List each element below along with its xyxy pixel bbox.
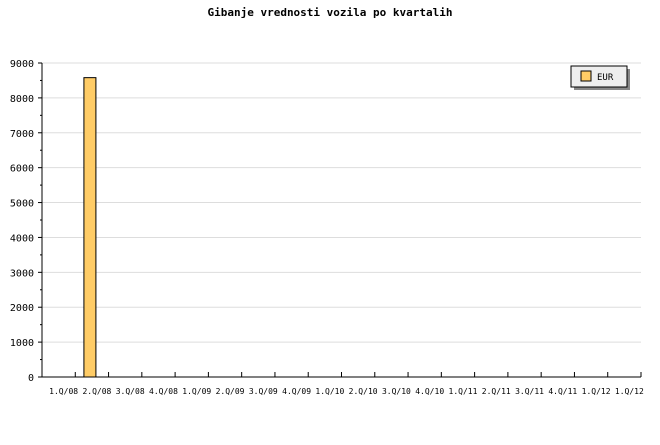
x-tick-label: 1.Q/09 [182, 387, 211, 396]
x-tick-label: 4.Q/11 [548, 387, 577, 396]
x-tick-label: 2.Q/11 [482, 387, 511, 396]
legend-label: EUR [597, 73, 614, 83]
bars [83, 77, 97, 378]
y-tick-label: 0 [28, 373, 34, 384]
bar-2.Q/08 [83, 77, 97, 378]
chart-title: Gibanje vrednosti vozila po kvartalih [207, 6, 452, 19]
y-tick-label: 6000 [10, 164, 34, 175]
x-tick-label: 3.Q/08 [116, 387, 145, 396]
x-tick-label: 3.Q/11 [515, 387, 544, 396]
y-tick-label: 7000 [10, 129, 34, 140]
x-tick-label: 1.Q/10 [315, 387, 344, 396]
x-tick-label: 2.Q/10 [349, 387, 378, 396]
legend-swatch [580, 70, 592, 82]
x-tick-label: 3.Q/10 [382, 387, 411, 396]
x-tick-label: 4.Q/08 [149, 387, 178, 396]
x-tick-label: 2.Q/08 [82, 387, 111, 396]
axes: 0 1000 2000 3000 4000 5000 6000 7000 8000 9000 1.Q… [10, 59, 644, 396]
x-tick-label: 1.Q/08 [49, 387, 78, 396]
x-tick-label: 4.Q/09 [282, 387, 311, 396]
y-tick-label: 5000 [10, 199, 34, 210]
x-tick-label: 1.Q/11 [449, 387, 478, 396]
y-tick-label: 1000 [10, 338, 34, 349]
y-tick-label: 2000 [10, 303, 34, 314]
y-tick-label: 3000 [10, 268, 34, 279]
y-tick-label: 4000 [10, 233, 34, 244]
x-tick-label: 1.Q/12 [615, 387, 644, 396]
legend: EUR [570, 65, 630, 90]
x-tick-label: 2.Q/09 [216, 387, 245, 396]
x-tick-label: 4.Q/10 [415, 387, 444, 396]
x-tick-label: 1.Q/12 [582, 387, 611, 396]
y-tick-label: 8000 [10, 94, 34, 105]
x-tick-label: 3.Q/09 [249, 387, 278, 396]
y-tick-label: 9000 [10, 59, 34, 70]
gridlines [42, 62, 641, 343]
